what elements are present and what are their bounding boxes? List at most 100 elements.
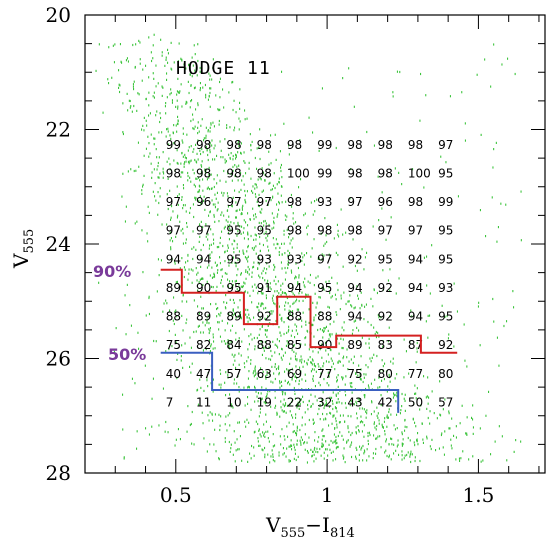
star-point: [466, 365, 468, 368]
star-point: [122, 428, 124, 431]
star-point: [426, 255, 428, 258]
star-point: [171, 205, 173, 208]
star-point: [323, 418, 325, 421]
star-point: [302, 256, 304, 259]
star-point: [218, 220, 220, 223]
star-point: [254, 365, 256, 368]
star-point: [319, 384, 321, 387]
star-point: [233, 99, 235, 102]
star-point: [209, 244, 211, 247]
star-point: [406, 453, 408, 457]
star-point: [192, 113, 194, 116]
star-point: [134, 66, 136, 69]
star-point: [296, 298, 298, 301]
star-point: [237, 306, 239, 309]
star-point: [170, 237, 172, 240]
star-point: [264, 179, 266, 182]
star-point: [410, 460, 412, 464]
completeness-cell: 98: [347, 224, 362, 238]
star-point: [277, 192, 279, 195]
star-point: [157, 161, 159, 165]
star-point: [255, 390, 257, 393]
star-point: [118, 86, 120, 89]
star-point: [154, 137, 156, 140]
star-point: [348, 360, 350, 363]
star-point: [223, 214, 225, 217]
star-point: [353, 105, 355, 108]
star-point: [212, 347, 214, 350]
star-point: [294, 275, 296, 278]
star-point: [295, 380, 297, 383]
star-point: [153, 96, 155, 99]
completeness-cell: 57: [438, 395, 453, 409]
star-point: [301, 416, 303, 419]
star-point: [260, 304, 262, 308]
star-point: [301, 438, 303, 441]
star-point: [223, 227, 225, 230]
star-point: [155, 85, 157, 88]
star-point: [261, 375, 263, 378]
star-point: [182, 127, 184, 130]
star-point: [368, 455, 370, 458]
star-point: [257, 437, 259, 440]
star-point: [315, 457, 317, 460]
star-point: [287, 380, 289, 384]
star-point: [170, 88, 172, 91]
star-point: [216, 246, 218, 249]
y-tick-label: 24: [46, 232, 71, 256]
star-point: [254, 187, 256, 190]
star-point: [242, 251, 244, 254]
star-point: [139, 58, 141, 61]
star-point: [149, 152, 151, 155]
label-90-percent: 90%: [93, 262, 131, 281]
star-point: [246, 190, 248, 193]
star-point: [384, 362, 386, 365]
star-point: [292, 430, 294, 434]
star-point: [268, 346, 270, 349]
star-point: [244, 189, 246, 193]
star-point: [274, 363, 276, 366]
star-point: [326, 382, 328, 385]
star-point: [243, 237, 245, 240]
star-point: [252, 266, 254, 269]
star-point: [251, 301, 253, 304]
star-point: [289, 383, 291, 386]
star-point: [245, 269, 247, 272]
star-point: [435, 449, 437, 452]
star-point: [271, 227, 273, 230]
star-point: [314, 292, 316, 295]
star-point: [232, 199, 234, 202]
star-point: [274, 186, 276, 190]
star-point: [361, 407, 363, 410]
star-point: [232, 309, 234, 312]
star-point: [331, 396, 333, 399]
star-point: [285, 218, 287, 221]
star-point: [165, 350, 167, 353]
y-axis-title: V555: [9, 229, 37, 269]
star-point: [255, 216, 257, 219]
star-point: [253, 431, 255, 434]
completeness-cell: 98: [408, 195, 423, 209]
star-point: [361, 336, 363, 339]
star-point: [311, 455, 313, 458]
star-point: [208, 331, 210, 335]
star-point: [427, 402, 429, 405]
star-point: [158, 131, 160, 134]
star-point: [333, 440, 335, 443]
star-point: [286, 447, 288, 450]
star-point: [102, 111, 104, 114]
star-point: [496, 240, 498, 243]
star-point: [390, 413, 392, 416]
star-point: [285, 301, 287, 304]
star-point: [225, 371, 227, 374]
star-point: [197, 102, 199, 105]
star-point: [210, 303, 212, 306]
completeness-cell: 97: [317, 252, 332, 266]
star-point: [318, 365, 320, 368]
star-point: [239, 225, 241, 228]
star-point: [260, 392, 262, 395]
star-point: [219, 369, 221, 372]
star-point: [269, 181, 271, 184]
star-point: [292, 284, 294, 287]
star-point: [174, 333, 176, 336]
